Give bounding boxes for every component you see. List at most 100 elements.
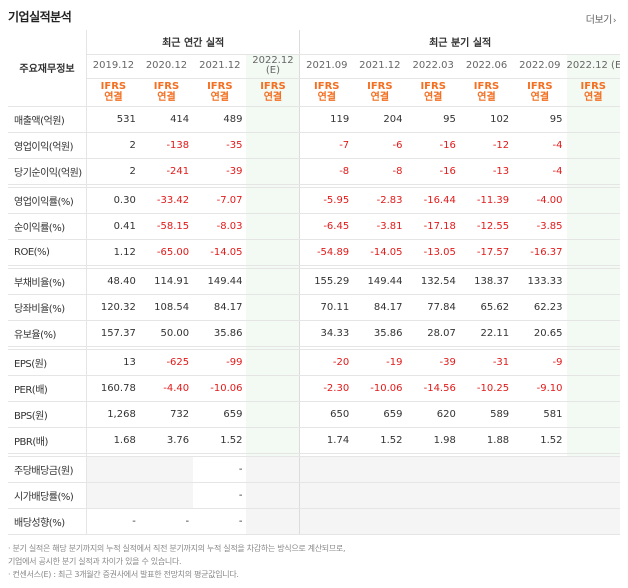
row-label: 영업이익(억원) [8,132,87,159]
table-cell: 120.32 [86,294,140,321]
table-cell: 581 [513,401,567,428]
table-cell: 414 [139,106,194,133]
row-header: 주요재무정보 [8,30,87,107]
table-cell: -138 [139,132,194,159]
row-label: 순이익률(%) [8,213,87,240]
table-row: 부채비율(%) 48.40 114.91 149.44 155.29 149.44 132.… [8,268,620,295]
estimate-mark: (E) [265,65,280,76]
table-cell: -625 [139,349,194,376]
table-cell: -241 [139,158,194,185]
row-label: PER(배) [8,375,87,402]
table-cell [246,187,301,214]
period-header: 2021.12 [353,54,407,79]
table-cell [353,482,407,509]
period-label: 2022.03 [412,60,454,71]
ifrs-label: IFRS [260,81,286,92]
table-cell: 620 [406,401,460,428]
period-header: 2022.09 [513,54,567,79]
table-cell: 1.88 [459,427,514,454]
table-cell: 531 [86,106,140,133]
row-label: EPS(원) [8,349,87,376]
table-cell: 108.54 [139,294,194,321]
table-cell: -16.37 [513,239,567,266]
table-cell [246,349,301,376]
table-cell: -4.00 [513,187,567,214]
table-row: 주당배당금(원) - [8,456,620,483]
period-header: 2020.12 [139,54,194,79]
table-cell: -65.00 [139,239,194,266]
table-cell: -19 [353,349,407,376]
table-row: BPS(원) 1,268 732 659 650 659 620 589 581 [8,401,620,428]
ifrs-label: IFRS [580,81,606,92]
row-label: BPS(원) [8,401,87,428]
table-cell: 1.52 [353,427,407,454]
table-row: ROE(%) 1.12 -65.00 -14.05 -54.89 -14.05 -13.05… [8,239,620,266]
period-label: 2021.12 [359,60,401,71]
more-link[interactable]: 더보기› [585,11,617,26]
consolidated-label: 연결 [584,92,603,103]
table-cell: 62.23 [513,294,567,321]
table-cell: -4 [513,158,567,185]
table-cell: -10.25 [459,375,514,402]
table-cell: - [193,482,247,509]
period-header: 2022.12 (E) [566,54,620,79]
period-label: 2021.12 [199,60,241,71]
table-cell: -33.42 [139,187,194,214]
table-cell: 1.52 [513,427,567,454]
period-label: 2021.09 [306,60,348,71]
accounting-standard: IFRS 연결 [459,78,514,107]
table-cell [513,482,567,509]
table-cell [459,456,514,483]
annual-group-header: 최근 연간 실적 [86,30,301,55]
table-cell: 1.12 [86,239,140,266]
table-cell: -9.10 [513,375,567,402]
table-cell: -99 [193,349,247,376]
table-cell: 589 [459,401,514,428]
table-cell: - [193,456,247,483]
table-cell: -14.05 [353,239,407,266]
table-row: 당좌비율(%) 120.32 108.54 84.17 70.11 84.17 77.84 6… [8,294,620,321]
table-cell: -6 [353,132,407,159]
table-cell: -14.05 [193,239,247,266]
consolidated-label: 연결 [210,92,230,103]
row-label: 매출액(억원) [8,106,87,133]
table-cell [566,375,620,402]
table-cell [246,508,301,535]
table-cell: 157.37 [86,320,140,347]
table-cell: 48.40 [86,268,140,295]
table-cell [246,401,301,428]
table-cell: -5.95 [299,187,354,214]
table-cell: 1.68 [86,427,140,454]
table-cell: -17.57 [459,239,514,266]
ifrs-label: IFRS [314,81,340,92]
table-cell: -3.81 [353,213,407,240]
table-cell: -4 [513,132,567,159]
table-cell: -8.03 [193,213,247,240]
period-header: 2022.03 [406,54,460,79]
footnote: · 분기 실적은 해당 분기까지의 누적 실적에서 직전 분기까지의 누적 실적… [8,544,346,553]
consolidated-label: 연결 [104,92,123,103]
table-cell [246,213,301,240]
more-label: 더보기 [585,15,613,26]
row-label: 당기순이익(억원) [8,158,87,185]
table-cell: 70.11 [299,294,354,321]
period-header: 2021.12 [193,54,247,79]
row-spacer [8,346,620,350]
table-cell: -58.15 [139,213,194,240]
accounting-standard: IFRS 연결 [353,78,407,107]
table-cell: 1.74 [299,427,354,454]
table-row: 당기순이익(억원) 2 -241 -39 -8 -8 -16 -13 -4 [8,158,620,185]
table-cell: - [193,508,247,535]
table-cell [353,456,407,483]
table-cell: -16.44 [406,187,460,214]
period-label: 2022.12 [252,55,294,66]
table-cell [566,320,620,347]
table-cell [566,456,620,483]
table-cell [566,482,620,509]
table-cell: -31 [459,349,514,376]
row-label: 유보율(%) [8,320,87,347]
table-cell: 2 [86,158,140,185]
row-spacer [8,453,620,457]
table-cell [566,106,620,133]
ifrs-label: IFRS [207,81,233,92]
